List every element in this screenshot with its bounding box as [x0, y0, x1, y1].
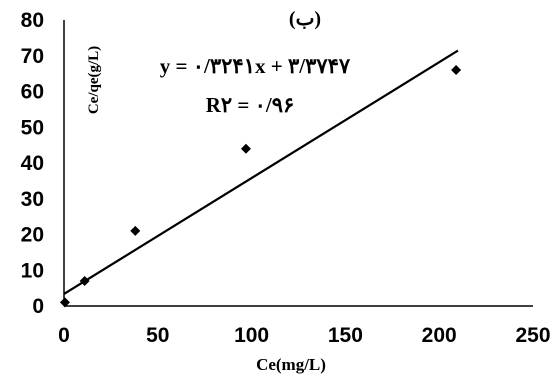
y-tick-label: 50 [21, 116, 44, 139]
trendline [63, 49, 459, 295]
x-tick-label: 250 [515, 324, 550, 347]
y-tick-label: 10 [21, 259, 44, 282]
y-axis-ticks: 0 10 20 30 40 50 60 70 80 [21, 9, 44, 318]
data-point [79, 275, 90, 286]
x-tick-label: 200 [422, 324, 457, 347]
y-tick-label: 40 [21, 152, 44, 175]
y-tick-label: 30 [21, 188, 44, 211]
x-axis-ticks: 0 50 100 150 200 250 [58, 324, 550, 347]
x-tick-label: 50 [146, 324, 169, 347]
x-tick-label: 0 [58, 324, 70, 347]
data-point [59, 297, 70, 308]
y-tick-label: 0 [32, 295, 44, 318]
y-tick-label: 70 [21, 45, 44, 68]
y-tick-label: 60 [21, 81, 44, 104]
x-axis-label: Ce(mg/L) [256, 355, 326, 374]
x-tick-label: 100 [234, 324, 269, 347]
data-point [240, 143, 251, 154]
r-squared-label: R۲ = ۰/۹۶ [206, 93, 295, 117]
y-tick-label: 20 [21, 224, 44, 247]
data-point [130, 225, 141, 236]
data-points [59, 65, 462, 308]
data-point [451, 65, 462, 76]
trend-equation: y = ۰/۳۲۴۱x + ۳/۳۷۴۷ [160, 54, 351, 78]
x-tick-label: 150 [328, 324, 363, 347]
chart-title: (ب) [289, 8, 321, 30]
y-axis-label: Ce/qe(g/L) [86, 46, 102, 114]
y-tick-label: 80 [21, 9, 44, 32]
